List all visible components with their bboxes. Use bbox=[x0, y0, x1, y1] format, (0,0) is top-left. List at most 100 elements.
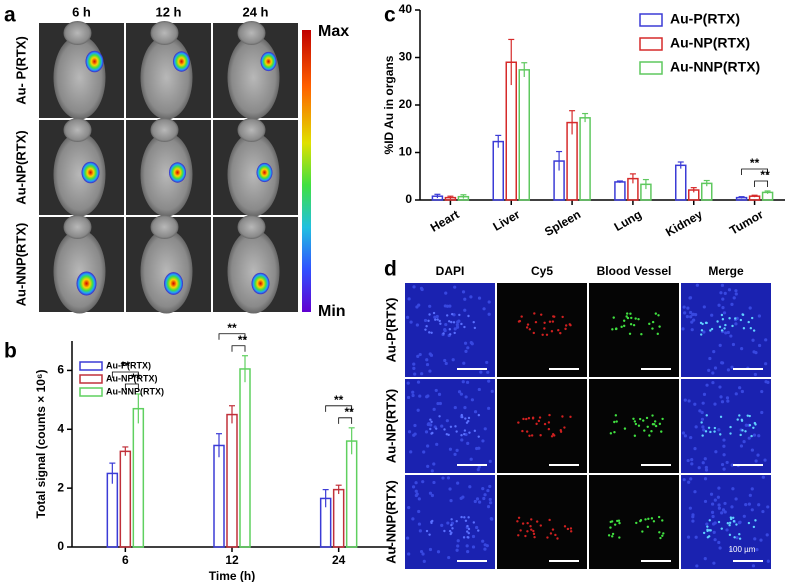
signal-dot bbox=[633, 420, 637, 423]
nucleus bbox=[686, 458, 690, 463]
bar bbox=[213, 444, 225, 548]
significance-label: ** bbox=[121, 359, 131, 373]
nucleus bbox=[453, 285, 457, 289]
nucleus bbox=[681, 431, 686, 435]
signal-dot bbox=[554, 533, 557, 537]
nucleus bbox=[434, 388, 438, 393]
row-label: Au-P(RTX) bbox=[383, 298, 398, 363]
signal-dot bbox=[709, 529, 712, 532]
micrograph bbox=[497, 379, 587, 473]
signal-dot bbox=[550, 435, 554, 438]
row-label: Au-NP(RTX) bbox=[13, 130, 28, 204]
nucleus bbox=[412, 362, 416, 366]
nucleus bbox=[734, 292, 738, 296]
nucleus bbox=[446, 521, 450, 525]
x-tick-label: Lung bbox=[612, 207, 644, 234]
row-label: Au-NNP(RTX) bbox=[383, 480, 398, 564]
nucleus bbox=[485, 360, 489, 365]
signal-blob bbox=[251, 272, 270, 295]
significance-bracket bbox=[754, 180, 768, 187]
error-bar bbox=[495, 134, 502, 148]
error-bar bbox=[751, 194, 758, 198]
signal-dot bbox=[533, 312, 536, 315]
signal-dot bbox=[522, 417, 525, 421]
nucleus bbox=[682, 305, 686, 309]
signal-dot bbox=[748, 424, 752, 427]
significance-bracket bbox=[218, 333, 246, 340]
signal-dot bbox=[424, 328, 427, 331]
signal-dot bbox=[746, 414, 749, 417]
scale-min: Min bbox=[318, 303, 346, 320]
significance-label: ** bbox=[227, 321, 237, 335]
signal-dot bbox=[738, 537, 742, 540]
nucleus bbox=[483, 493, 487, 497]
y-tick-label: 20 bbox=[399, 97, 413, 111]
signal-dot bbox=[632, 323, 636, 327]
nucleus bbox=[700, 410, 704, 415]
nucleus bbox=[471, 534, 476, 539]
signal-dot bbox=[638, 417, 642, 421]
signal-dot bbox=[450, 518, 453, 521]
column-header: DAPI bbox=[436, 264, 465, 278]
signal-dot bbox=[428, 331, 431, 334]
x-tick-label: Tumor bbox=[727, 207, 766, 238]
nucleus bbox=[451, 358, 455, 362]
nucleus bbox=[473, 410, 478, 414]
signal-dot bbox=[720, 313, 724, 317]
nucleus bbox=[754, 459, 758, 463]
nucleus bbox=[488, 459, 492, 464]
error-bar bbox=[335, 484, 342, 495]
nucleus bbox=[486, 370, 490, 374]
nucleus bbox=[713, 366, 718, 370]
legend-label: Au-P(RTX) bbox=[106, 360, 151, 370]
nucleus bbox=[751, 564, 756, 568]
signal-dot bbox=[534, 320, 538, 324]
y-tick-label: 4 bbox=[57, 421, 64, 435]
error-bar bbox=[738, 196, 745, 199]
signal-dot bbox=[467, 416, 471, 420]
signal-dot bbox=[569, 415, 572, 419]
nucleus bbox=[407, 552, 411, 556]
x-tick-label: 24 bbox=[332, 553, 346, 567]
signal-dot bbox=[528, 328, 532, 331]
micrograph bbox=[405, 475, 495, 569]
signal-dot bbox=[458, 313, 461, 317]
nucleus bbox=[712, 349, 716, 354]
error-bar bbox=[569, 110, 576, 135]
nucleus bbox=[708, 356, 712, 361]
nucleus bbox=[482, 496, 486, 501]
signal-dot bbox=[625, 312, 629, 315]
nucleus bbox=[719, 291, 723, 295]
nucleus bbox=[456, 544, 460, 548]
signal-dot bbox=[625, 315, 628, 318]
signal-dot bbox=[545, 333, 549, 336]
legend-swatch bbox=[639, 61, 663, 75]
error-bar bbox=[460, 194, 467, 199]
signal-dot bbox=[455, 430, 458, 433]
mouse-head bbox=[63, 21, 92, 45]
error-bar bbox=[447, 195, 454, 200]
nucleus bbox=[437, 392, 442, 396]
nucleus bbox=[490, 389, 494, 393]
micrograph bbox=[589, 379, 679, 473]
nucleus bbox=[759, 538, 763, 542]
signal-dot bbox=[614, 414, 618, 417]
signal-dot bbox=[450, 312, 454, 316]
signal-dot bbox=[477, 435, 480, 438]
column-header: Cy5 bbox=[531, 264, 553, 278]
signal-dot bbox=[425, 325, 428, 328]
nucleus bbox=[464, 395, 468, 399]
signal-dot bbox=[609, 526, 612, 529]
signal-dot bbox=[739, 318, 743, 322]
nucleus bbox=[486, 488, 490, 493]
nucleus bbox=[765, 533, 769, 537]
legend-label: Au-P(RTX) bbox=[670, 11, 740, 27]
signal-dot bbox=[547, 421, 551, 424]
signal-dot bbox=[466, 536, 469, 539]
signal-dot bbox=[754, 423, 757, 426]
signal-dot bbox=[645, 416, 649, 420]
nucleus bbox=[412, 433, 416, 437]
nucleus bbox=[723, 291, 727, 295]
signal-dot bbox=[467, 314, 470, 318]
nucleus bbox=[732, 296, 736, 300]
